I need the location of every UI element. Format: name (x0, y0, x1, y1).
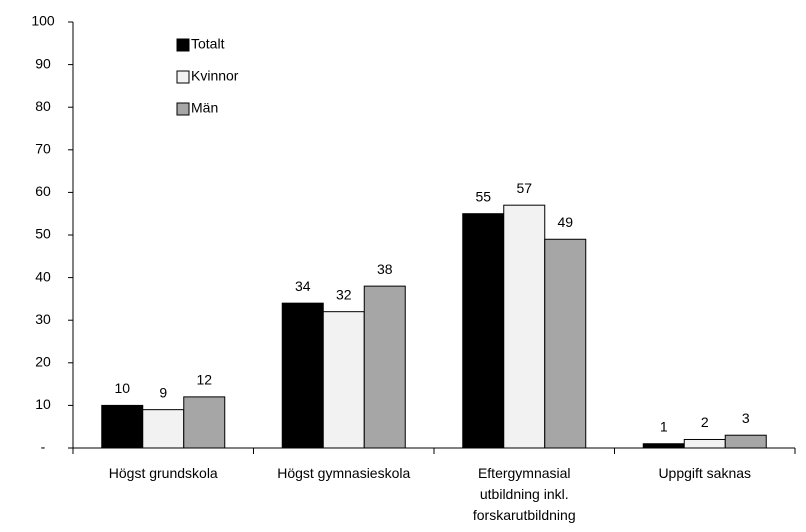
bar (322, 311, 365, 449)
data-label: 2 (701, 414, 709, 430)
bar (683, 438, 726, 449)
x-tick-label: Högst grundskola (109, 465, 218, 481)
x-tick-label: Eftergymnasial utbildning inkl. forskarutb… (473, 465, 576, 523)
x-tick-label-line: Eftergymnasial (478, 465, 571, 481)
data-label: 49 (557, 214, 573, 230)
data-label: 12 (196, 372, 212, 388)
y-tick-label: 50 (35, 226, 51, 242)
y-tick-label: 10 (35, 396, 51, 412)
legend-label: Kvinnor (191, 68, 239, 84)
bar (462, 213, 505, 449)
bar (101, 404, 144, 449)
y-tick-label: 70 (35, 141, 51, 157)
x-tick-label-line: forskarutbildning (473, 507, 576, 523)
y-tick-label: 20 (35, 354, 51, 370)
bar (183, 396, 226, 449)
y-tick-label: 60 (35, 183, 51, 199)
bar (724, 434, 767, 449)
legend-label: Män (191, 100, 218, 116)
data-label: 34 (295, 278, 311, 294)
data-label: 10 (114, 380, 130, 396)
bar (142, 409, 185, 449)
legend-label: Totalt (191, 36, 225, 52)
x-tick-label-line: Högst grundskola (109, 465, 218, 481)
y-tick-label: 90 (35, 55, 51, 71)
x-tick-label-line: Uppgift saknas (658, 465, 751, 481)
data-label: 57 (516, 180, 532, 196)
y-tick-label: 80 (35, 98, 51, 114)
bar (642, 443, 685, 449)
x-tick-label-line: Högst gymnasieskola (277, 465, 410, 481)
bar (503, 204, 546, 449)
x-tick-label: Uppgift saknas (658, 465, 751, 481)
data-label: 38 (377, 261, 393, 277)
legend-swatch (176, 38, 190, 52)
x-tick-label-line: utbildning inkl. (480, 486, 569, 502)
legend-swatch (176, 102, 190, 116)
data-label: 55 (475, 188, 491, 204)
bar (281, 302, 324, 449)
data-label: 32 (336, 286, 352, 302)
y-tick-label: 30 (35, 311, 51, 327)
y-tick-label: - (41, 439, 46, 455)
legend-swatch (176, 70, 190, 84)
bar (544, 238, 587, 449)
y-tick-label: 40 (35, 268, 51, 284)
data-label: 1 (660, 418, 668, 434)
bar (363, 285, 406, 449)
x-tick-label: Högst gymnasieskola (277, 465, 410, 481)
data-label: 9 (159, 384, 167, 400)
y-tick-label: 100 (31, 13, 55, 29)
data-label: 3 (742, 410, 750, 426)
